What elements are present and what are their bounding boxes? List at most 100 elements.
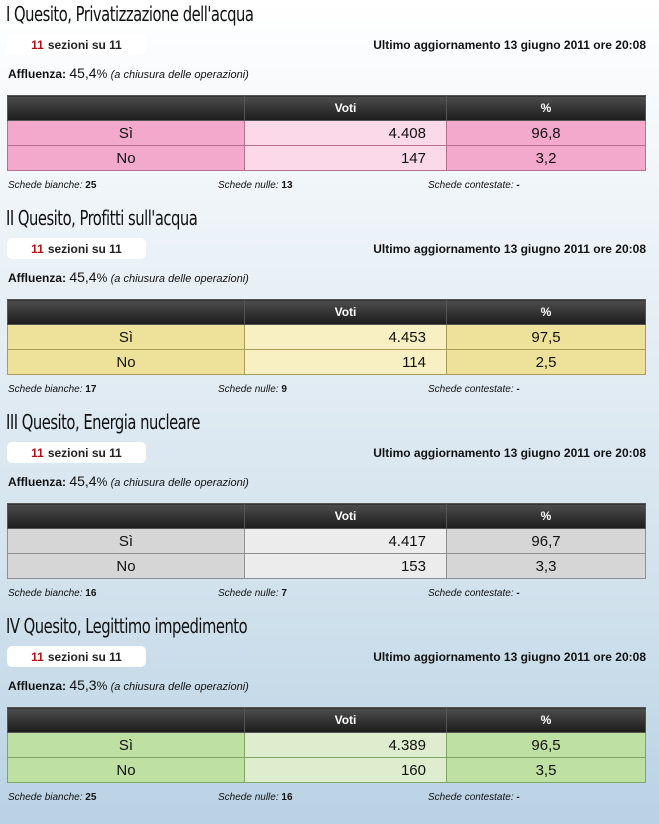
- affluenza-percent: %: [96, 679, 108, 693]
- quesito-2: II Quesito, Profitti sull'acqua 11 sezio…: [0, 204, 659, 408]
- sezioni-done: 11: [31, 37, 44, 52]
- quesito-title: IV Quesito, Legittimo impedimento: [6, 614, 248, 638]
- label-no: No: [7, 349, 245, 375]
- schede-nulle-label: Schede nulle:: [218, 384, 279, 395]
- affluenza-note: (a chiusura delle operazioni): [110, 69, 249, 81]
- schede-bianche: Schede bianche: 16: [8, 588, 96, 599]
- quesito-title: I Quesito, Privatizzazione dell'acqua: [6, 2, 254, 26]
- header-percent: %: [446, 299, 646, 325]
- header-empty: [7, 299, 245, 325]
- affluenza: Affluenza: 45,4% (a chiusura delle opera…: [8, 269, 249, 285]
- pct-si: 97,5: [446, 324, 646, 350]
- row-si: Sì 4.417 96,7: [7, 528, 646, 554]
- label-si: Sì: [7, 324, 245, 350]
- affluenza-percent: %: [96, 67, 108, 81]
- quesito-3: III Quesito, Energia nucleare 11 sezioni…: [0, 408, 659, 612]
- voti-no: 147: [244, 145, 447, 171]
- row-no: No 153 3,3: [7, 553, 646, 579]
- quesito-4: IV Quesito, Legittimo impedimento 11 sez…: [0, 612, 659, 816]
- sezioni-text: sezioni su 11: [47, 37, 122, 52]
- schede-nulle-label: Schede nulle:: [218, 588, 279, 599]
- affluenza-value: 45,3: [69, 677, 97, 693]
- schede-nulle-value: 7: [281, 588, 287, 599]
- affluenza: Affluenza: 45,3% (a chiusura delle opera…: [8, 677, 249, 693]
- row-si: Sì 4.389 96,5: [7, 732, 646, 758]
- schede-bianche-value: 25: [85, 792, 97, 803]
- affluenza: Affluenza: 45,4% (a chiusura delle opera…: [8, 473, 249, 489]
- voti-si: 4.408: [244, 120, 447, 146]
- schede-nulle-label: Schede nulle:: [218, 180, 279, 191]
- row-no: No 147 3,2: [7, 145, 646, 171]
- schede-nulle-label: Schede nulle:: [218, 792, 279, 803]
- schede-bianche: Schede bianche: 25: [8, 180, 96, 191]
- header-empty: [7, 503, 245, 529]
- schede-contestate-value: -: [516, 180, 520, 191]
- schede-nulle: Schede nulle: 7: [218, 588, 287, 599]
- sezioni-text: sezioni su 11: [47, 241, 122, 256]
- schede-bianche-label: Schede bianche:: [8, 588, 83, 599]
- schede-nulle: Schede nulle: 16: [218, 792, 293, 803]
- affluenza-percent: %: [96, 271, 108, 285]
- schede-contestate-value: -: [516, 384, 520, 395]
- pct-no: 2,5: [446, 349, 646, 375]
- schede-bianche-value: 25: [85, 180, 97, 191]
- schede-bianche: Schede bianche: 17: [8, 384, 96, 395]
- header-voti: Voti: [244, 503, 447, 529]
- schede-bianche-label: Schede bianche:: [8, 384, 83, 395]
- voti-si: 4.417: [244, 528, 447, 554]
- schede-contestate-label: Schede contestate:: [428, 180, 514, 191]
- schede-nulle-value: 9: [281, 384, 287, 395]
- header-percent: %: [446, 95, 646, 121]
- results-table: Voti % Sì 4.417 96,7 No 153 3,3: [7, 503, 646, 579]
- affluenza-note: (a chiusura delle operazioni): [110, 273, 249, 285]
- last-update: Ultimo aggiornamento 13 giugno 2011 ore …: [373, 242, 646, 256]
- schede-nulle-value: 13: [281, 180, 293, 191]
- row-si: Sì 4.408 96,8: [7, 120, 646, 146]
- affluenza-label: Affluenza:: [8, 679, 66, 693]
- schede-contestate: Schede contestate: -: [428, 792, 520, 803]
- pct-si: 96,8: [446, 120, 646, 146]
- header-empty: [7, 707, 245, 733]
- affluenza: Affluenza: 45,4% (a chiusura delle opera…: [8, 65, 249, 81]
- pct-no: 3,3: [446, 553, 646, 579]
- sezioni-badge: 11 sezioni su 11: [7, 646, 146, 667]
- label-si: Sì: [7, 732, 245, 758]
- label-no: No: [7, 757, 245, 783]
- voti-no: 114: [244, 349, 447, 375]
- header-empty: [7, 95, 245, 121]
- last-update: Ultimo aggiornamento 13 giugno 2011 ore …: [373, 650, 646, 664]
- header-voti: Voti: [244, 707, 447, 733]
- header-voti: Voti: [244, 299, 447, 325]
- sezioni-badge: 11 sezioni su 11: [7, 238, 146, 259]
- label-si: Sì: [7, 528, 245, 554]
- schede-nulle: Schede nulle: 13: [218, 180, 293, 191]
- affluenza-percent: %: [96, 475, 108, 489]
- row-no: No 160 3,5: [7, 757, 646, 783]
- label-si: Sì: [7, 120, 245, 146]
- header-voti: Voti: [244, 95, 447, 121]
- schede-bianche-value: 16: [85, 588, 97, 599]
- label-no: No: [7, 553, 245, 579]
- pct-no: 3,5: [446, 757, 646, 783]
- voti-no: 160: [244, 757, 447, 783]
- affluenza-note: (a chiusura delle operazioni): [110, 477, 249, 489]
- affluenza-note: (a chiusura delle operazioni): [110, 681, 249, 693]
- affluenza-label: Affluenza:: [8, 271, 66, 285]
- affluenza-value: 45,4: [69, 65, 97, 81]
- pct-no: 3,2: [446, 145, 646, 171]
- voti-si: 4.389: [244, 732, 447, 758]
- sezioni-done: 11: [31, 445, 44, 460]
- results-table: Voti % Sì 4.389 96,5 No 160 3,5: [7, 707, 646, 783]
- schede-bianche-label: Schede bianche:: [8, 792, 83, 803]
- sezioni-done: 11: [31, 241, 44, 256]
- sezioni-text: sezioni su 11: [47, 445, 122, 460]
- schede-bianche: Schede bianche: 25: [8, 792, 96, 803]
- row-si: Sì 4.453 97,5: [7, 324, 646, 350]
- pct-si: 96,5: [446, 732, 646, 758]
- voti-no: 153: [244, 553, 447, 579]
- schede-contestate-value: -: [516, 588, 520, 599]
- schede-nulle: Schede nulle: 9: [218, 384, 287, 395]
- schede-bianche-value: 17: [85, 384, 97, 395]
- schede-nulle-value: 16: [281, 792, 293, 803]
- schede-contestate: Schede contestate: -: [428, 588, 520, 599]
